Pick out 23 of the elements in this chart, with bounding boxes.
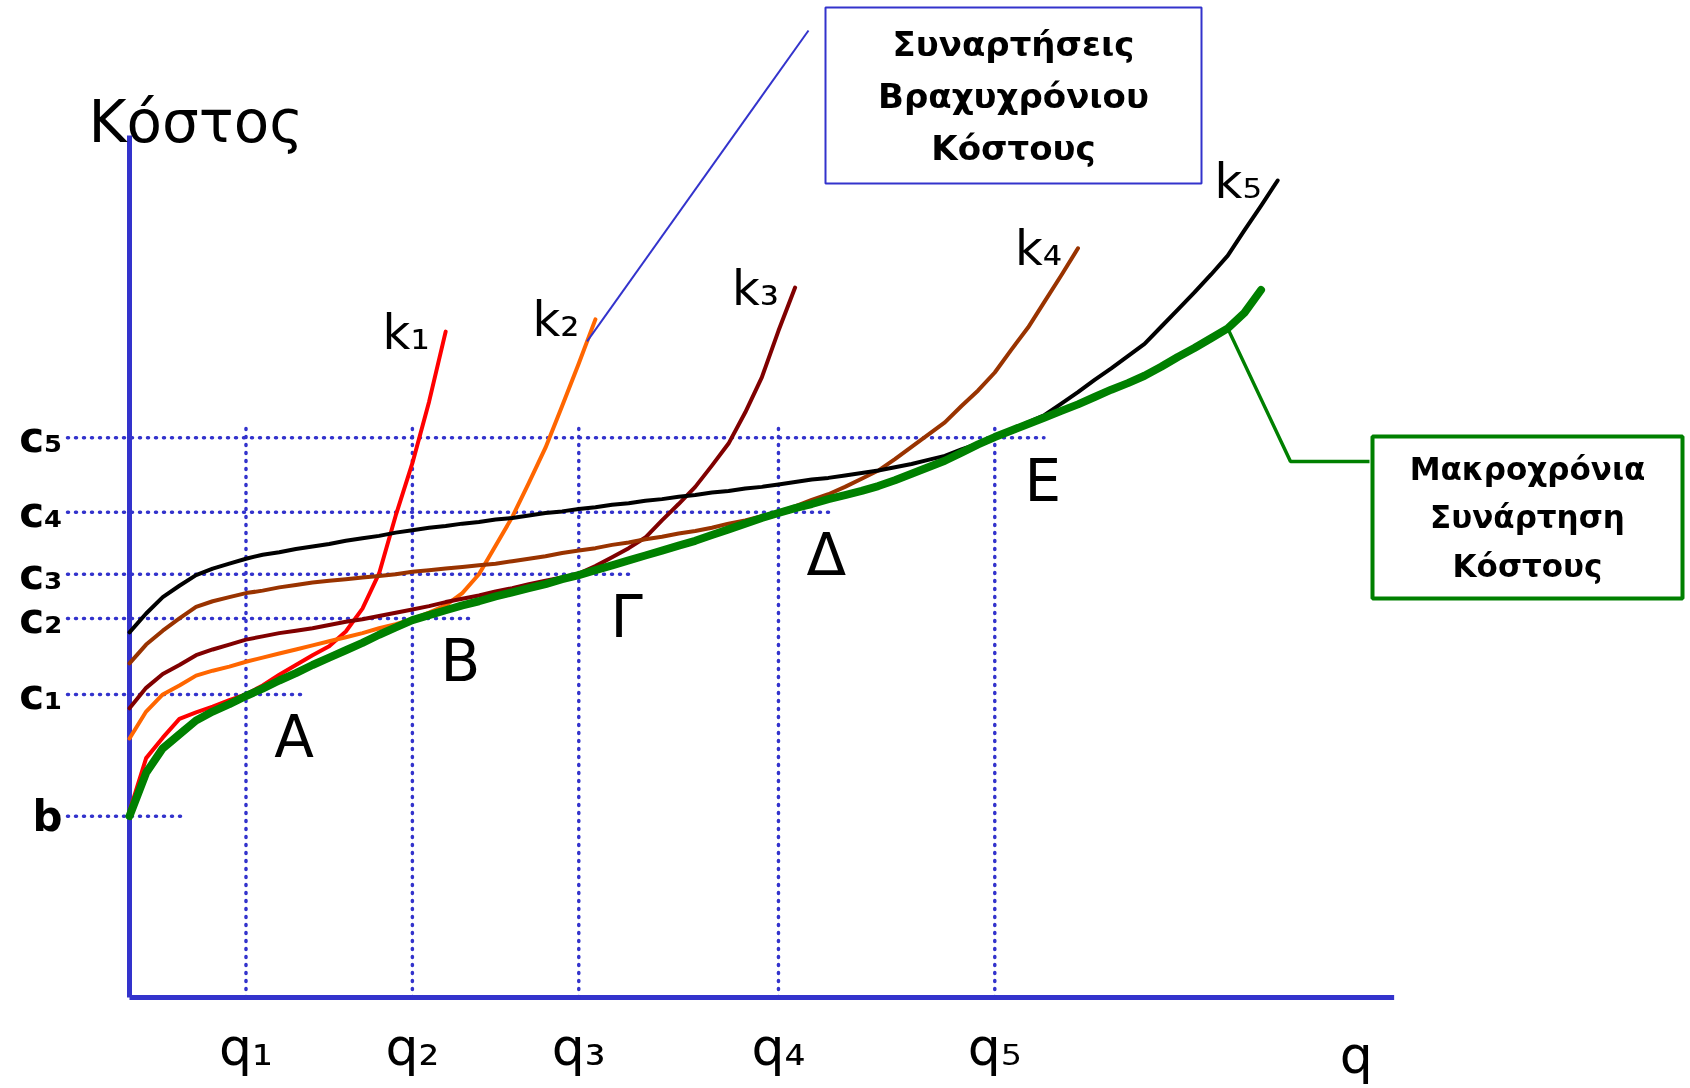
series-label: k₃ [732,259,780,316]
annotation: Γ [610,583,643,652]
ref-line-label: c₅ [19,413,63,463]
ref-line-label: c₁ [19,669,63,719]
x-axis-title: q [1339,1024,1373,1085]
annotation: Δ [806,521,847,590]
y-axis-title: Κόστος [88,87,304,156]
x-tick-label: q₃ [551,1016,606,1077]
series-label: k₄ [1014,220,1062,277]
annotation: B [440,627,481,696]
x-tick-label: q₂ [385,1016,440,1077]
x-tick-label: q₅ [967,1016,1022,1077]
annotation: E [1024,446,1062,515]
text: Συναρτήσεις Βραχυχρόνιου Κόστους [878,23,1149,168]
x-tick-label: q₁ [219,1016,273,1077]
ref-line-label: c₄ [19,487,63,537]
x-tick-label: q₄ [751,1016,806,1077]
annotation: A [274,703,315,772]
ref-line-label: b [32,791,63,841]
series-label: k₁ [382,303,430,360]
series-label: k₅ [1214,152,1262,209]
series-label: k₂ [532,291,580,348]
text: Μακροχρόνια Συνάρτηση Κόστους [1409,450,1646,585]
